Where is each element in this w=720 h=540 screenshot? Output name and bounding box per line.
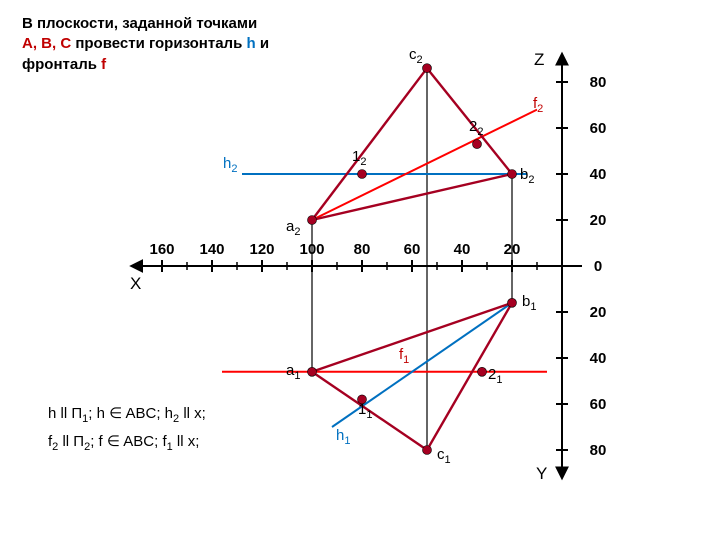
point-label-c2: c2 [409, 46, 423, 66]
svg-text:120: 120 [249, 241, 274, 258]
point-label-c1: c1 [437, 446, 451, 466]
svg-text:60: 60 [590, 120, 607, 137]
point-label-22: 22 [469, 118, 483, 138]
svg-text:20: 20 [590, 212, 607, 229]
note-0: h ll П1; h ∈ ABC; h2 ll x; [48, 404, 206, 425]
point-label-12: 12 [352, 148, 366, 168]
point-label-b2: b2 [520, 166, 534, 186]
svg-text:40: 40 [590, 166, 607, 183]
svg-text:140: 140 [199, 241, 224, 258]
svg-text:80: 80 [354, 241, 371, 258]
point-label-a2: a2 [286, 218, 300, 238]
point-label-21: 21 [488, 366, 502, 386]
note-1: f2 ll П2; f ∈ ABC; f1 ll x; [48, 432, 199, 453]
svg-text:60: 60 [590, 396, 607, 413]
axis-label-y: Y [536, 464, 547, 484]
svg-text:40: 40 [590, 350, 607, 367]
svg-text:80: 80 [590, 74, 607, 91]
line-label-h1: h1 [336, 427, 350, 447]
svg-text:40: 40 [454, 241, 471, 258]
line-label-h2: h2 [223, 155, 237, 175]
svg-text:20: 20 [590, 304, 607, 321]
point-label-11: 11 [358, 401, 372, 421]
svg-text:0: 0 [594, 258, 602, 275]
axis-label-z: Z [534, 50, 544, 70]
line-label-f2: f2 [533, 95, 543, 115]
diagram-svg: 2040608010012014016002040608020406080 [0, 0, 720, 540]
line-label-f1: f1 [399, 346, 409, 366]
point-label-b1: b1 [522, 293, 536, 313]
svg-text:60: 60 [404, 241, 421, 258]
svg-text:160: 160 [149, 241, 174, 258]
svg-text:80: 80 [590, 442, 607, 459]
axis-label-x: X [130, 274, 141, 294]
point-label-a1: a1 [286, 362, 300, 382]
x-ticks: 20406080100120140160 [149, 241, 537, 272]
